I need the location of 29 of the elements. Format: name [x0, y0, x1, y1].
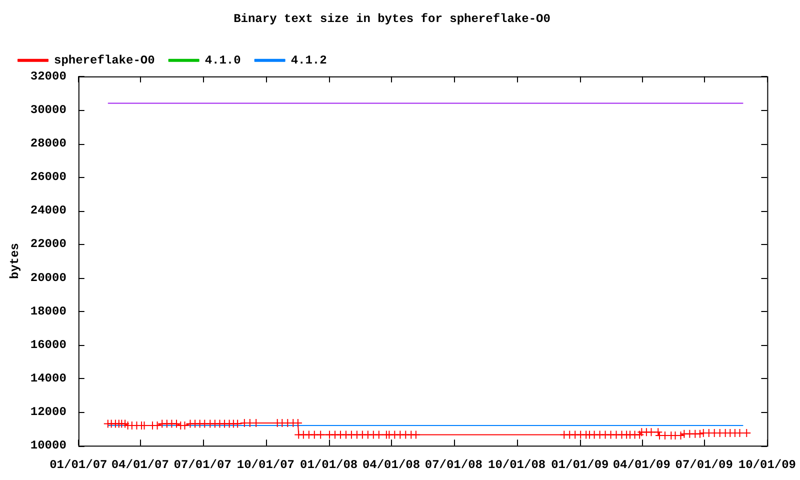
y-tick-label: 28000 [30, 136, 66, 151]
x-tick-label: 10/01/09 [738, 458, 796, 472]
y-tick-label: 24000 [30, 204, 66, 218]
x-tick-label: 01/01/07 [50, 458, 108, 472]
y-tick-label: 32000 [30, 69, 66, 84]
x-tick-label: 04/01/07 [111, 458, 169, 472]
legend-label: 4.1.0 [204, 53, 241, 68]
x-tick-label: 01/01/09 [551, 458, 609, 472]
x-tick-label: 04/01/09 [612, 458, 670, 472]
x-tick-label: 07/01/08 [424, 458, 482, 472]
x-tick-label: 07/01/07 [174, 458, 232, 472]
x-tick-label: 07/01/09 [675, 458, 733, 472]
x-tick-label: 10/01/07 [236, 458, 294, 472]
y-tick-label: 12000 [30, 405, 66, 420]
x-tick-label: 01/01/08 [300, 458, 358, 472]
y-tick-label: 22000 [30, 237, 66, 252]
y-tick-label: 26000 [30, 170, 66, 184]
x-tick-label: 04/01/08 [362, 458, 420, 472]
y-axis-title: bytes [8, 242, 22, 280]
y-tick-label: 10000 [30, 438, 66, 453]
chart-title: Binary text size in bytes for sphereflake-O0 [234, 12, 550, 26]
y-tick-label: 30000 [30, 102, 66, 117]
y-tick-label: 18000 [30, 304, 66, 318]
legend-label: 4.1.2 [290, 53, 327, 68]
y-tick-label: 14000 [30, 371, 66, 386]
y-tick-label: 16000 [30, 338, 66, 352]
x-tick-label: 10/01/08 [488, 458, 546, 472]
y-tick-label: 20000 [30, 270, 66, 285]
legend-label: sphereflake-O0 [54, 53, 155, 68]
